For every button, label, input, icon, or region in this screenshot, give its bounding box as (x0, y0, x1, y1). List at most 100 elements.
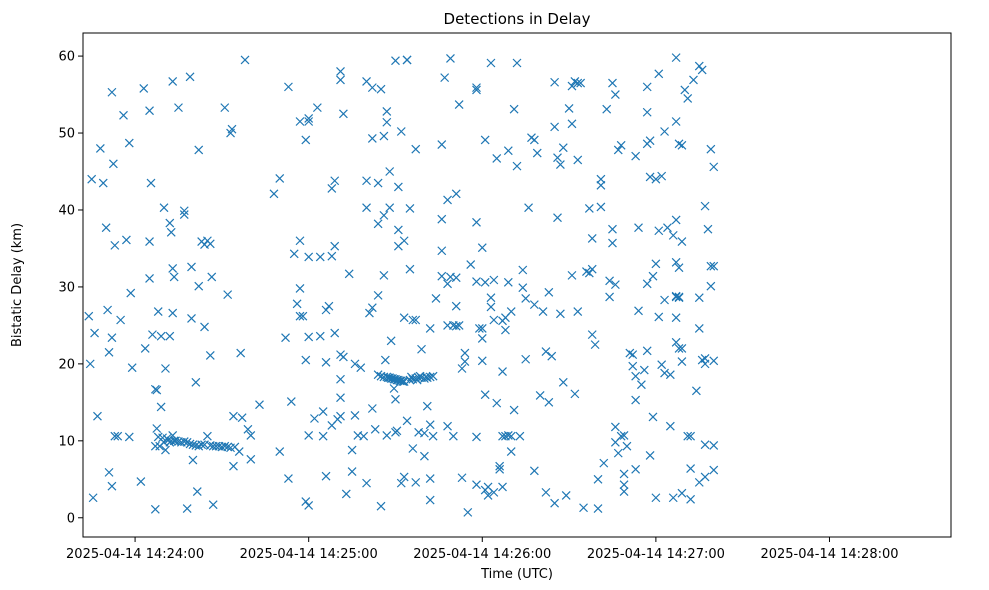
data-point (709, 162, 719, 172)
data-point (573, 78, 583, 88)
data-point (379, 270, 389, 280)
data-point (422, 373, 432, 383)
data-point (671, 215, 681, 225)
data-point (338, 352, 348, 362)
data-point (304, 252, 314, 262)
data-point (570, 77, 580, 86)
data-point (139, 83, 149, 93)
data-point (472, 85, 481, 95)
data-point (451, 321, 461, 331)
data-point (668, 230, 678, 240)
data-point (634, 223, 643, 233)
data-point (152, 385, 162, 395)
data-point (315, 331, 325, 341)
data-point (584, 204, 594, 213)
data-point (202, 431, 212, 441)
data-point (336, 75, 345, 85)
data-point (503, 431, 513, 440)
data-point (185, 439, 195, 449)
data-point (596, 202, 606, 212)
data-point (422, 401, 432, 411)
data-point (700, 201, 710, 211)
data-point (152, 424, 162, 433)
data-point (567, 81, 577, 91)
data-point (486, 58, 496, 68)
data-point (229, 461, 238, 471)
data-point (686, 494, 696, 504)
data-point (582, 267, 591, 276)
data-point (220, 103, 230, 113)
data-point (619, 469, 629, 479)
data-point (336, 374, 345, 384)
data-point (161, 445, 170, 455)
data-point (237, 413, 247, 423)
data-point (347, 445, 357, 455)
data-point (408, 444, 418, 453)
data-point (104, 467, 114, 477)
data-point (587, 234, 597, 243)
data-point (107, 481, 117, 491)
data-point (474, 324, 484, 333)
data-point (590, 340, 600, 350)
data-point (489, 275, 499, 285)
data-point (419, 451, 429, 461)
data-point (156, 331, 166, 341)
data-point (477, 356, 487, 366)
data-point (602, 104, 612, 114)
data-point (674, 344, 684, 353)
data-point (406, 372, 416, 382)
data-point (631, 371, 641, 381)
data-point (709, 441, 719, 450)
data-point (373, 370, 383, 380)
data-point (367, 404, 377, 413)
data-point (608, 78, 617, 88)
data-point (425, 372, 435, 382)
data-point (365, 308, 374, 318)
data-point (671, 292, 681, 302)
data-point (185, 72, 195, 82)
data-point (310, 414, 319, 423)
data-point (706, 144, 716, 154)
x-tick-label: 2025-04-14 14:26:00 (413, 547, 551, 562)
data-point (529, 466, 539, 476)
data-point (512, 58, 522, 68)
data-point (145, 106, 154, 116)
data-point (87, 174, 97, 184)
data-point (304, 501, 314, 510)
data-point (634, 306, 643, 316)
data-point (558, 143, 568, 153)
data-point (373, 178, 383, 188)
data-point (194, 441, 204, 451)
data-point (380, 355, 390, 365)
data-point (376, 84, 386, 94)
data-point (230, 442, 240, 452)
data-point (579, 503, 588, 513)
data-point (179, 206, 189, 216)
data-point (691, 386, 701, 396)
data-point (509, 104, 519, 114)
data-point (648, 271, 658, 281)
data-point (187, 262, 196, 272)
data-point (686, 464, 696, 473)
data-point (391, 56, 400, 66)
data-point (126, 288, 136, 298)
data-point (550, 122, 560, 132)
data-point (295, 311, 305, 321)
data-point (412, 375, 422, 385)
data-point (663, 223, 672, 233)
data-point (166, 227, 176, 237)
data-point (208, 500, 218, 510)
data-point (223, 290, 233, 300)
data-point (385, 203, 395, 213)
data-point (362, 478, 371, 488)
data-point (631, 464, 641, 474)
data-point (529, 300, 539, 310)
data-point (472, 83, 481, 93)
data-point (535, 390, 545, 400)
x-tick-label: 2025-04-14 14:28:00 (760, 547, 898, 562)
data-point (124, 432, 134, 442)
data-point (561, 491, 571, 500)
data-point (382, 431, 392, 440)
data-point (506, 447, 516, 457)
data-point (480, 277, 490, 287)
